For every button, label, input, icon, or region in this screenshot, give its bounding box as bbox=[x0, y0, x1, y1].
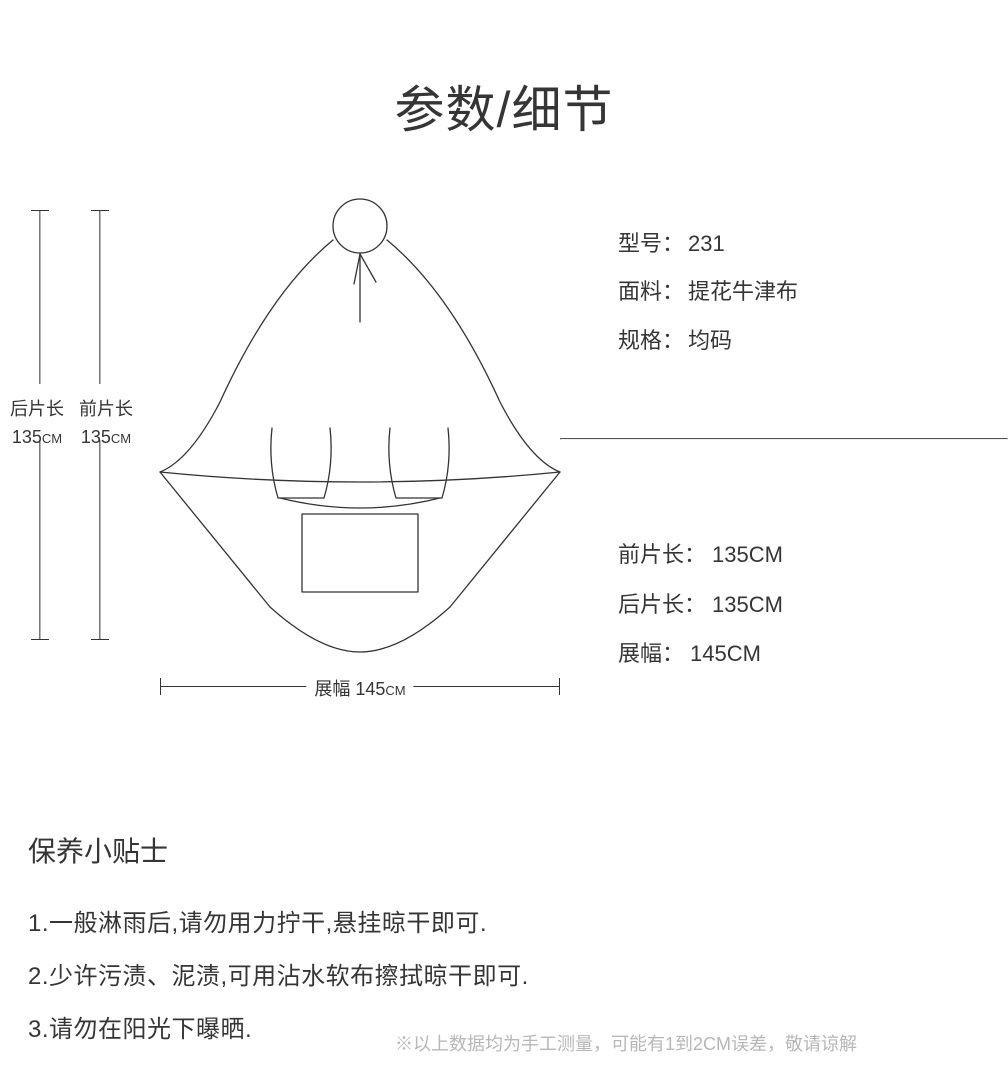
spec-value: 231 bbox=[688, 231, 725, 256]
spec-label: 展幅： bbox=[618, 629, 684, 679]
spec-value: 135CM bbox=[712, 542, 783, 567]
span-unit: CM bbox=[385, 683, 405, 698]
front-len-value: 135 bbox=[81, 427, 111, 447]
front-len-label: 前片长 bbox=[79, 396, 133, 424]
spec-value: 提花牛津布 bbox=[688, 279, 798, 304]
tip-item: 1.一般淋雨后,请勿用力拧干,悬挂晾干即可. bbox=[28, 898, 978, 951]
poncho-outline bbox=[150, 192, 570, 672]
back-len-unit: CM bbox=[42, 431, 62, 446]
spec-label: 面料： bbox=[618, 268, 684, 316]
spec-list-top: 型号：231 面料：提花牛津布 规格：均码 bbox=[618, 220, 798, 365]
spec-list-bottom: 前片长：135CM 后片长：135CM 展幅：145CM bbox=[618, 530, 783, 679]
spec-label: 前片长： bbox=[618, 530, 706, 580]
spec-label: 后片长： bbox=[618, 580, 706, 630]
page-title: 参数/细节 bbox=[0, 0, 1008, 142]
vertical-dim-labels: 后片长 135CM 前片长 135CM bbox=[10, 396, 133, 452]
measurement-disclaimer: ※以上数据均为手工测量，可能有1到2CM误差，敬请谅解 bbox=[395, 1030, 857, 1056]
back-len-value: 135 bbox=[12, 427, 42, 447]
product-diagram: 展幅 145CM bbox=[0, 180, 600, 740]
tips-title: 保养小贴士 bbox=[28, 830, 978, 870]
spec-row: 面料：提花牛津布 bbox=[618, 268, 798, 316]
back-len-label: 后片长 bbox=[10, 396, 64, 424]
care-tips: 保养小贴士 1.一般淋雨后,请勿用力拧干,悬挂晾干即可. 2.少许污渍、泥渍,可… bbox=[28, 830, 978, 1056]
spec-row: 规格：均码 bbox=[618, 317, 798, 365]
tip-item: 2.少许污渍、泥渍,可用沾水软布擦拭晾干即可. bbox=[28, 951, 978, 1004]
spec-row: 展幅：145CM bbox=[618, 629, 783, 679]
spec-row: 型号：231 bbox=[618, 220, 798, 268]
span-label: 展幅 bbox=[314, 679, 350, 699]
spec-label: 规格： bbox=[618, 317, 684, 365]
spec-divider bbox=[560, 438, 1008, 440]
spec-value: 135CM bbox=[712, 592, 783, 617]
spec-value: 145CM bbox=[690, 641, 761, 666]
spec-label: 型号： bbox=[618, 220, 684, 268]
spec-row: 后片长：135CM bbox=[618, 580, 783, 630]
spec-row: 前片长：135CM bbox=[618, 530, 783, 580]
span-value: 145 bbox=[355, 679, 385, 699]
spec-value: 均码 bbox=[688, 328, 732, 353]
front-len-unit: CM bbox=[111, 431, 131, 446]
